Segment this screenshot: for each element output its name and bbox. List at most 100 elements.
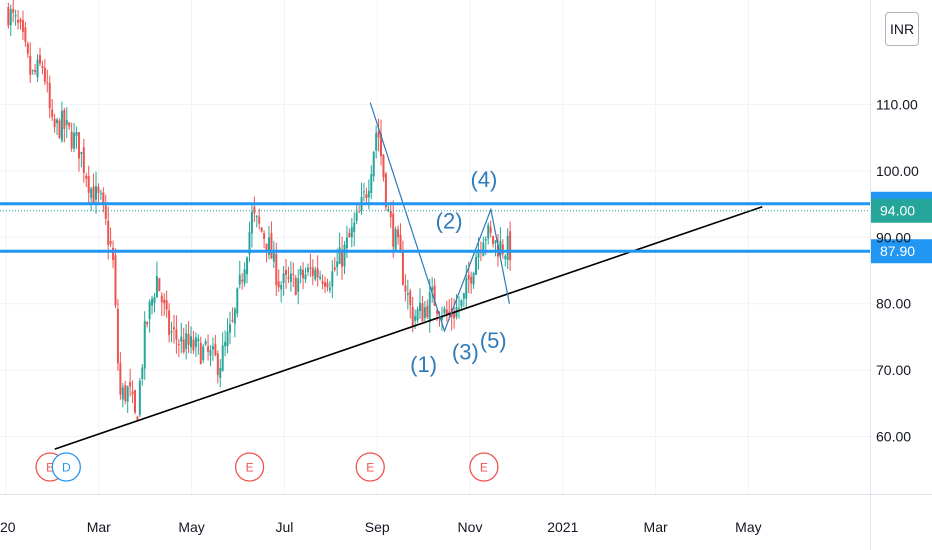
candle-body — [99, 193, 102, 195]
candle-body — [431, 287, 434, 291]
event-marker-letter: E — [366, 461, 374, 475]
candle-body — [216, 353, 219, 375]
candle-body — [250, 211, 253, 234]
candle-body — [194, 337, 197, 348]
candle-body — [190, 336, 193, 348]
candle-body — [60, 110, 63, 141]
wave-label: (4) — [470, 167, 497, 192]
candle-body — [355, 212, 358, 221]
candle-body — [211, 346, 214, 350]
candle-body — [277, 281, 280, 288]
event-marker-letter: D — [62, 461, 71, 475]
candle-body — [482, 242, 485, 256]
candle-body — [314, 269, 317, 280]
candle-body — [82, 147, 85, 173]
candle-body — [372, 151, 375, 177]
candle-body — [289, 273, 292, 283]
candle-body — [29, 55, 32, 75]
candle-body — [77, 132, 80, 159]
currency-badge[interactable]: INR — [885, 12, 919, 46]
candle-body — [506, 235, 509, 260]
candle-body — [90, 188, 93, 198]
candle-body — [358, 211, 361, 213]
candle-body — [177, 344, 180, 346]
candle-body — [87, 175, 90, 193]
candle-body — [399, 234, 402, 253]
trendline — [54, 205, 763, 450]
candle-body — [302, 269, 305, 279]
candle-body — [228, 324, 231, 333]
price-tick-label: 70.00 — [876, 362, 911, 378]
candle-body — [404, 285, 407, 292]
candle-body — [65, 119, 68, 125]
candle-body — [380, 133, 383, 157]
candle-body — [75, 131, 78, 136]
candle-body — [109, 240, 112, 244]
candle-body — [338, 247, 341, 264]
time-tick-label: Mar — [644, 519, 668, 535]
candle-body — [287, 277, 290, 279]
candle-body — [297, 278, 300, 292]
candle-body — [414, 316, 417, 321]
wave-label: (3) — [452, 339, 479, 364]
candle-body — [46, 82, 49, 84]
candle-body — [141, 367, 144, 379]
candle-body — [265, 243, 268, 251]
trendline-layer[interactable] — [54, 205, 763, 450]
candle-body — [492, 235, 495, 245]
candle-body — [306, 267, 309, 272]
candle-body — [411, 307, 414, 327]
candle-body — [311, 267, 314, 276]
grid — [0, 0, 870, 494]
event-marker-circle — [469, 452, 499, 482]
candle-body — [416, 309, 419, 321]
candle-body — [453, 312, 456, 319]
candle-body — [226, 331, 229, 347]
candle-body — [377, 131, 380, 138]
candle-body — [107, 220, 110, 245]
wave-drawing[interactable]: (1) (2) (3) (4) (5) — [369, 102, 511, 378]
candle-body — [282, 273, 285, 284]
candle-body — [202, 346, 205, 360]
price-tag-box — [871, 239, 932, 264]
candle-body — [85, 175, 88, 179]
candle-body — [207, 346, 210, 352]
candle-body — [185, 333, 188, 350]
candle-body — [280, 284, 283, 290]
candle-body — [423, 307, 426, 318]
candle-body — [246, 257, 249, 275]
candle-body — [243, 269, 246, 284]
time-tick-label: Mar — [87, 519, 111, 535]
candle-body — [143, 321, 146, 369]
price-tick-label: 80.00 — [876, 296, 911, 312]
candle-body — [333, 267, 336, 270]
candle-body — [119, 363, 122, 395]
candle-body — [406, 293, 409, 296]
candle-body — [260, 227, 263, 232]
candle-body — [309, 267, 312, 269]
candle-body — [73, 132, 76, 149]
candle-body — [97, 186, 100, 193]
price-axis[interactable]: 60.00 70.00 80.00 90.00 100.00 110.00 — [876, 97, 919, 445]
wave-label: (2) — [436, 209, 463, 234]
wave-line — [369, 102, 511, 333]
candle-body — [267, 237, 270, 255]
candle-body — [180, 336, 183, 342]
time-axis[interactable]: 20 Mar May Jul Sep Nov 2021 Mar May — [0, 519, 762, 535]
current-price-tag — [871, 198, 932, 223]
candle-body — [467, 274, 470, 280]
time-tick-label: May — [178, 519, 204, 535]
event-marker-circle — [234, 452, 265, 482]
time-tick-label: Nov — [458, 519, 483, 535]
candle-body — [187, 333, 190, 345]
candle-body — [133, 390, 136, 413]
candle-body — [70, 131, 73, 149]
candle-body — [316, 268, 319, 278]
candle-body — [389, 211, 392, 218]
candle-body — [231, 319, 234, 321]
candle-body — [199, 342, 202, 365]
candle-body — [304, 274, 307, 280]
